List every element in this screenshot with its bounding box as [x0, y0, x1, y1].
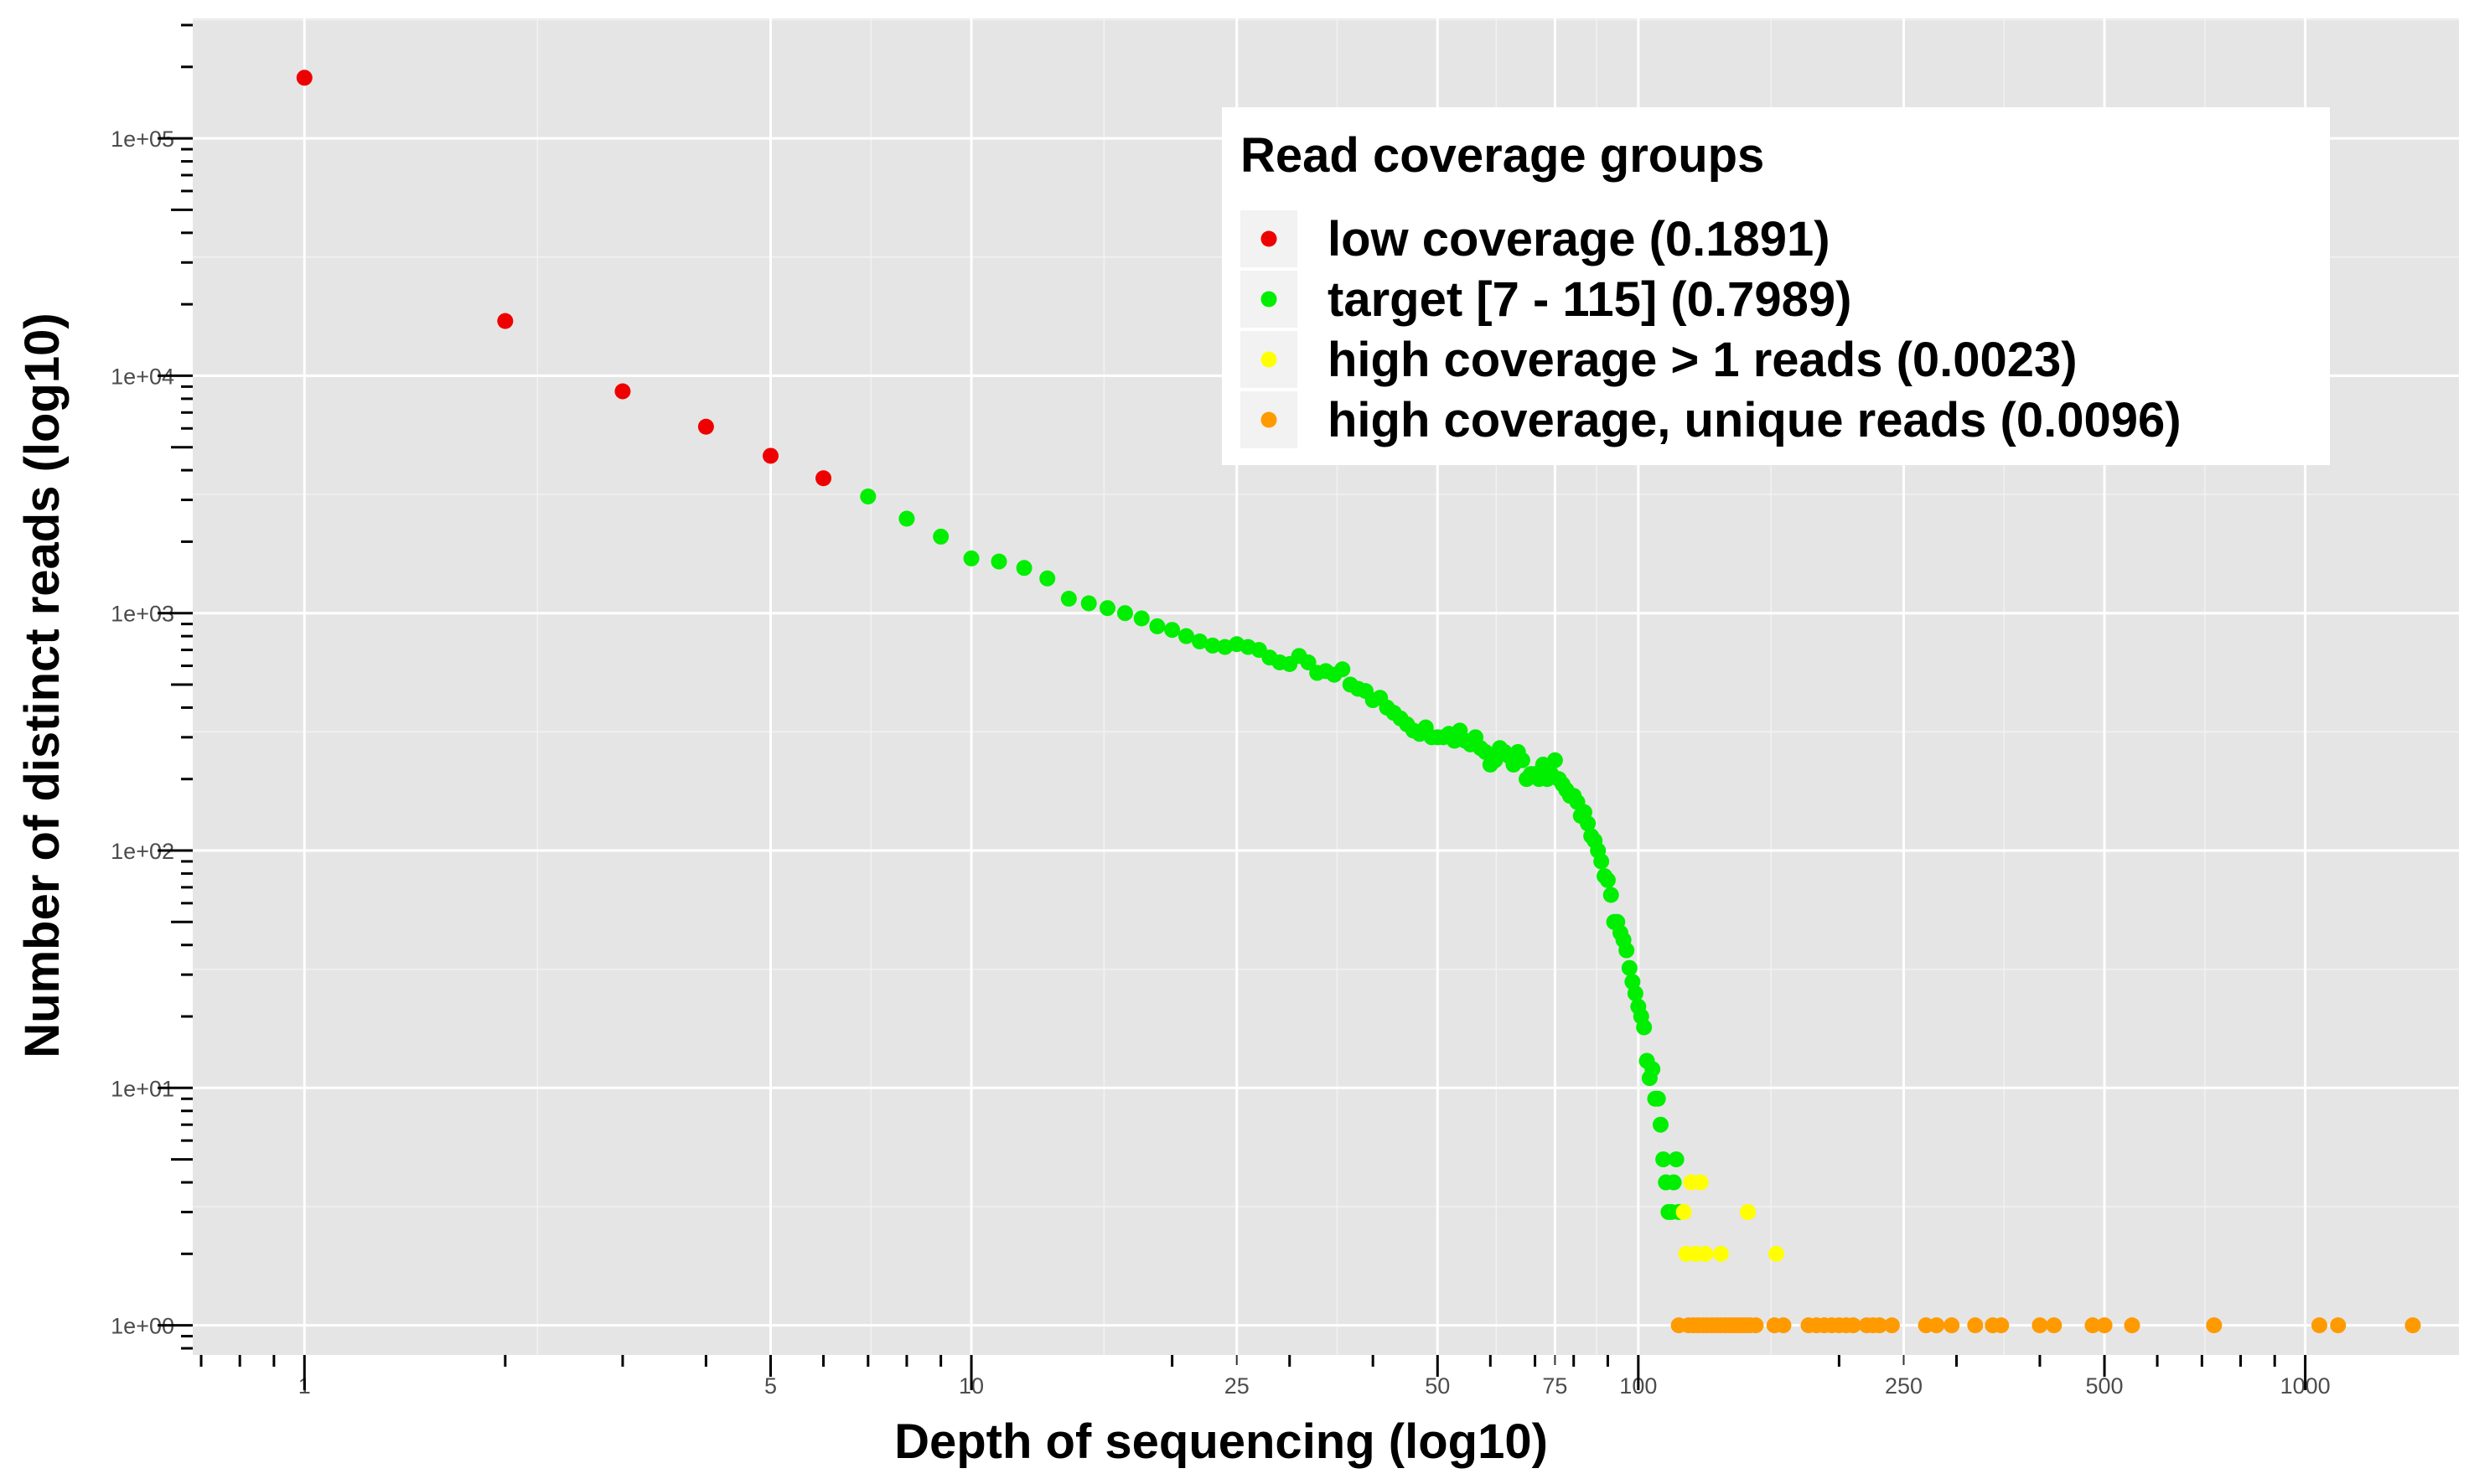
data-point: [697, 418, 714, 435]
data-point: [1164, 622, 1181, 639]
data-point: [2206, 1317, 2223, 1334]
data-point: [1652, 1116, 1669, 1133]
legend-key-marker: [1260, 351, 1277, 368]
legend-label: high coverage, unique reads (0.0096): [1328, 393, 2182, 447]
data-point: [296, 70, 313, 86]
data-point: [1928, 1317, 1945, 1334]
data-point: [1204, 637, 1221, 654]
data-point: [1039, 570, 1056, 587]
data-point: [1636, 1019, 1653, 1036]
data-point: [1133, 610, 1150, 627]
data-point: [763, 447, 779, 464]
data-point: [1300, 654, 1317, 671]
data-point: [2311, 1317, 2327, 1334]
data-point: [614, 383, 631, 400]
legend-label: low coverage (0.1891): [1328, 212, 1830, 266]
data-point: [1649, 1090, 1666, 1107]
data-point: [1618, 942, 1635, 959]
data-point: [1747, 1317, 1764, 1334]
legend-label: target [7 - 115] (0.7989): [1328, 272, 1851, 327]
legend: Read coverage groups low coverage (0.189…: [1222, 107, 2330, 465]
x-axis-title: Depth of sequencing (log10): [894, 1414, 1548, 1469]
data-point: [1740, 1203, 1757, 1220]
data-point: [1668, 1151, 1685, 1168]
data-point: [1599, 871, 1616, 888]
data-point: [991, 553, 1007, 570]
y-axis-title: Number of distinct reads (log10): [15, 313, 70, 1057]
data-point: [2124, 1317, 2140, 1334]
data-point: [1665, 1174, 1682, 1191]
data-point: [2404, 1317, 2421, 1334]
data-point: [898, 510, 915, 527]
data-point: [1644, 1061, 1661, 1078]
legend-title: Read coverage groups: [1240, 128, 1764, 183]
legend-items: low coverage (0.1891) target [7 - 115] (0…: [1240, 210, 2182, 448]
x-tick-label: 50: [1425, 1373, 1450, 1399]
x-tick-label: 250: [1885, 1373, 1923, 1399]
x-tick-label: 75: [1542, 1373, 1567, 1399]
data-point: [1192, 633, 1209, 649]
data-point: [1967, 1317, 1984, 1334]
x-axis: 15102550751002505001000: [199, 1355, 2331, 1399]
data-point: [1775, 1317, 1792, 1334]
data-point: [1943, 1317, 1960, 1334]
data-point: [1712, 1245, 1729, 1262]
x-tick-label: 5: [764, 1373, 777, 1399]
data-point: [1593, 853, 1610, 870]
data-point: [1080, 595, 1097, 612]
legend-key-marker: [1260, 411, 1277, 428]
data-point: [1655, 1151, 1672, 1168]
data-point: [1177, 628, 1194, 644]
data-point: [1845, 1317, 1861, 1334]
data-point: [1883, 1317, 1900, 1334]
data-point: [1060, 591, 1077, 608]
data-point: [1675, 1203, 1692, 1220]
data-point: [2084, 1317, 2101, 1334]
data-point: [1149, 618, 1166, 634]
data-point: [1993, 1317, 2010, 1334]
data-point: [2096, 1317, 2113, 1334]
data-point: [1116, 605, 1133, 622]
legend-key-marker: [1260, 291, 1277, 308]
data-point: [497, 313, 514, 329]
data-point: [860, 489, 877, 505]
data-point: [1580, 815, 1597, 832]
data-point: [2046, 1317, 2063, 1334]
data-point: [1016, 560, 1033, 577]
data-point: [1546, 752, 1563, 768]
data-point: [963, 550, 980, 566]
data-point: [1602, 887, 1619, 903]
legend-box: [1222, 107, 2330, 465]
data-point: [1099, 600, 1115, 617]
data-point: [1692, 1174, 1709, 1191]
x-tick-label: 500: [2086, 1373, 2124, 1399]
data-point: [1768, 1245, 1784, 1262]
data-point: [1514, 752, 1530, 768]
data-point: [1334, 661, 1351, 678]
x-tick-label: 25: [1224, 1373, 1250, 1399]
data-points: [296, 70, 2421, 1334]
data-point: [815, 470, 832, 487]
legend-label: high coverage > 1 reads (0.0023): [1328, 333, 2078, 387]
data-point: [1627, 985, 1643, 1002]
data-point: [1871, 1317, 1888, 1334]
data-point: [1621, 959, 1638, 976]
data-point: [1697, 1245, 1714, 1262]
data-point: [933, 528, 950, 545]
legend-key-marker: [1260, 230, 1277, 247]
data-point: [2031, 1317, 2048, 1334]
data-point: [2330, 1317, 2347, 1334]
